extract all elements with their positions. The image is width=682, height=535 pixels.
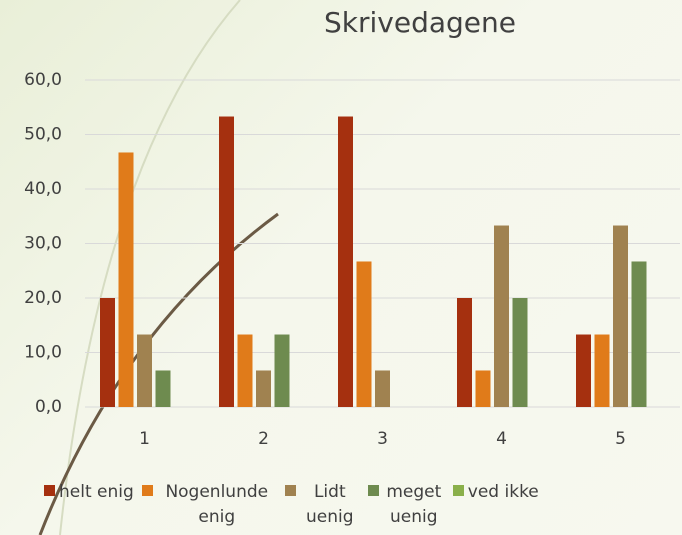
bar bbox=[457, 298, 472, 407]
x-tick-label: 3 bbox=[377, 429, 388, 449]
x-tick-label: 1 bbox=[139, 429, 150, 449]
y-tick-label: 0,0 bbox=[35, 397, 62, 417]
legend-item: Lidt uenig bbox=[284, 480, 360, 530]
legend: helt enig Nogenlunde enig Lidt uenig meget … bbox=[44, 480, 539, 530]
bar bbox=[237, 334, 253, 407]
bar bbox=[137, 334, 152, 407]
bar bbox=[256, 370, 271, 407]
legend-item: ved ikke bbox=[452, 480, 539, 530]
y-tick-label: 60,0 bbox=[24, 70, 62, 90]
legend-swatch bbox=[284, 485, 296, 496]
legend-label: Lidt uenig bbox=[306, 482, 354, 527]
y-tick-label: 40,0 bbox=[24, 179, 62, 199]
bar bbox=[631, 261, 647, 407]
bar bbox=[219, 116, 234, 407]
legend-item: helt enig bbox=[44, 480, 134, 530]
legend-label: Nogenlunde enig bbox=[165, 482, 269, 527]
bar bbox=[118, 152, 134, 407]
legend-item: meget uenig bbox=[367, 480, 445, 530]
x-tick-label: 4 bbox=[496, 429, 507, 449]
legend-label: helt enig bbox=[59, 482, 134, 502]
bar bbox=[494, 225, 509, 407]
bar bbox=[100, 298, 115, 407]
legend-swatch bbox=[367, 485, 379, 496]
bar bbox=[155, 370, 171, 407]
bar bbox=[613, 225, 628, 407]
bar bbox=[594, 334, 610, 407]
bar bbox=[475, 370, 491, 407]
x-tick-label: 2 bbox=[258, 429, 269, 449]
y-tick-label: 20,0 bbox=[24, 288, 62, 308]
bar bbox=[576, 334, 591, 407]
legend-swatch bbox=[44, 485, 55, 496]
bar bbox=[356, 261, 372, 407]
chart-title: Skrivedagene bbox=[324, 6, 516, 39]
y-tick-label: 50,0 bbox=[24, 125, 62, 145]
y-tick-label: 30,0 bbox=[24, 234, 62, 254]
bar bbox=[338, 116, 353, 407]
legend-label: ved ikke bbox=[467, 482, 539, 502]
bar bbox=[512, 298, 528, 407]
x-tick-label: 5 bbox=[615, 429, 626, 449]
bar bbox=[375, 370, 390, 407]
legend-label: meget uenig bbox=[386, 482, 442, 527]
legend-swatch bbox=[141, 485, 153, 496]
bar bbox=[274, 334, 290, 407]
y-tick-label: 10,0 bbox=[24, 343, 62, 363]
legend-swatch bbox=[452, 485, 464, 496]
legend-item: Nogenlunde enig bbox=[141, 480, 277, 530]
